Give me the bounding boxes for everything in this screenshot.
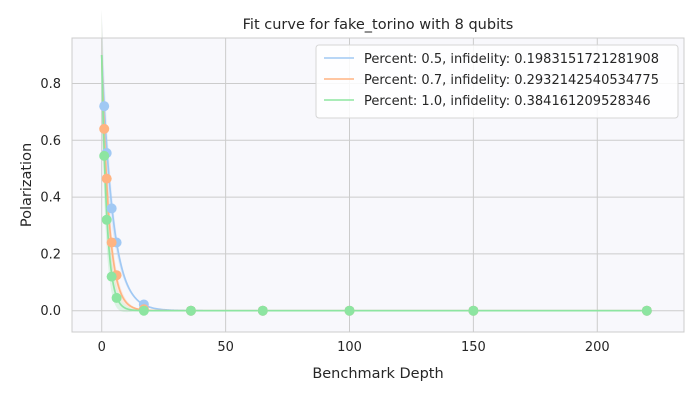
data-point-series-1 (106, 203, 117, 214)
data-point-series-3 (101, 214, 112, 225)
y-tick-label: 0.4 (40, 191, 61, 206)
y-tick-label: 0.6 (40, 134, 61, 149)
data-point-series-3 (111, 292, 122, 303)
legend-label-series-1: Percent: 0.5, infidelity: 0.198315172128… (364, 52, 659, 67)
data-point-series-3 (138, 305, 149, 316)
data-point-series-2 (101, 173, 112, 184)
legend-box (315, 44, 679, 119)
data-point-series-3 (468, 305, 479, 316)
data-point-series-3 (641, 305, 652, 316)
legend-label-series-3: Percent: 1.0, infidelity: 0.384161209528… (364, 94, 651, 109)
data-point-series-3 (344, 305, 355, 316)
data-point-series-3 (185, 305, 196, 316)
plot-frame (71, 37, 685, 333)
data-point-series-2 (106, 237, 117, 248)
y-tick-label: 0.8 (40, 77, 61, 92)
y-tick-label: 0.0 (40, 304, 61, 319)
x-tick-label: 100 (337, 340, 362, 355)
x-tick-label: 200 (585, 340, 610, 355)
y-axis-label: Polarization (19, 143, 35, 227)
x-tick-label: 0 (98, 340, 106, 355)
data-point-series-3 (99, 150, 110, 161)
legend-label-series-2: Percent: 0.7, infidelity: 0.293214254053… (364, 73, 659, 88)
x-tick-label: 150 (461, 340, 486, 355)
legend: Percent: 0.5, infidelity: 0.198315172128… (315, 44, 679, 119)
data-point-series-3 (106, 271, 117, 282)
chart-title: Fit curve for fake_torino with 8 qubits (243, 17, 514, 33)
data-point-series-1 (99, 101, 110, 112)
y-tick-label: 0.2 (40, 247, 61, 262)
data-point-series-3 (257, 305, 268, 316)
data-points (99, 101, 652, 316)
tick-labels: 0 50 100 150 200 0.0 0.2 0.4 0.6 0.8 (40, 77, 609, 355)
x-axis-label: Benchmark Depth (312, 366, 443, 382)
x-tick-label: 50 (217, 340, 234, 355)
data-point-series-2 (99, 123, 110, 134)
